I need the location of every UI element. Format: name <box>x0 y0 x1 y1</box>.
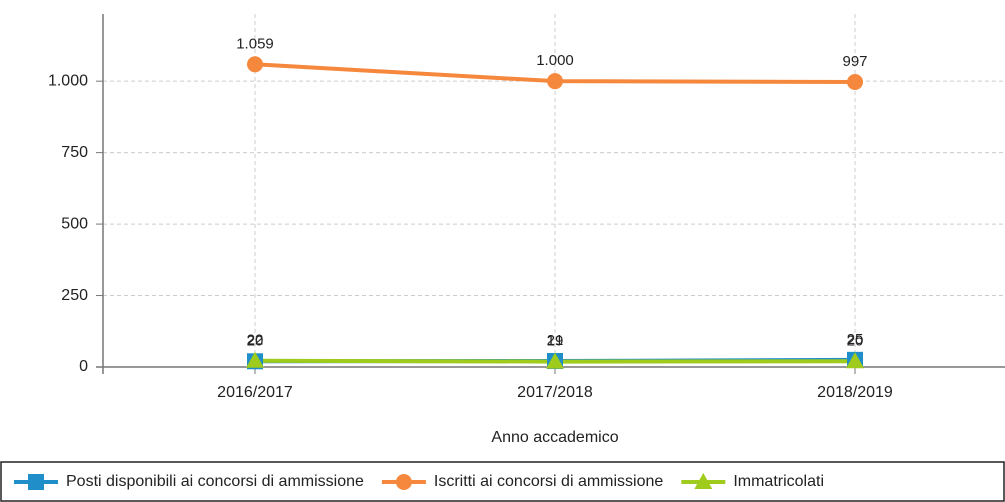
data-label: 21 <box>547 332 564 349</box>
data-label: 1.000 <box>536 52 574 69</box>
point <box>846 352 864 369</box>
x-tick-label: 2018/2019 <box>817 384 893 401</box>
point <box>247 56 263 73</box>
data-label: 997 <box>842 53 867 70</box>
data-label: 22 <box>247 332 264 349</box>
point <box>694 473 713 489</box>
x-tick-label: 2017/2018 <box>517 384 593 401</box>
point <box>246 351 264 368</box>
x-tick-label: 2016/2017 <box>217 384 293 401</box>
data-label: 1.059 <box>236 35 274 52</box>
y-tick-label: 500 <box>61 215 88 232</box>
legend-label: Immatricolati <box>733 473 824 490</box>
legend-box <box>0 461 1005 502</box>
legend-label: Iscritti ai concorsi di ammissione <box>434 473 664 490</box>
data-label: 25 <box>847 331 864 348</box>
data-label: 19 <box>547 333 564 350</box>
legend-label: Posti disponibili ai concorsi di ammissi… <box>66 473 364 490</box>
point <box>395 474 412 490</box>
y-tick-label: 1.000 <box>48 72 88 89</box>
point <box>547 73 563 90</box>
x-axis-label: Anno accademico <box>491 429 618 446</box>
point <box>546 352 564 369</box>
y-tick-label: 750 <box>61 144 88 161</box>
data-label: 20 <box>847 332 864 349</box>
point <box>28 474 44 490</box>
data-label: 20 <box>247 332 264 349</box>
y-tick-label: 250 <box>61 287 88 304</box>
y-tick-label: 0 <box>79 358 88 375</box>
point <box>847 74 863 91</box>
